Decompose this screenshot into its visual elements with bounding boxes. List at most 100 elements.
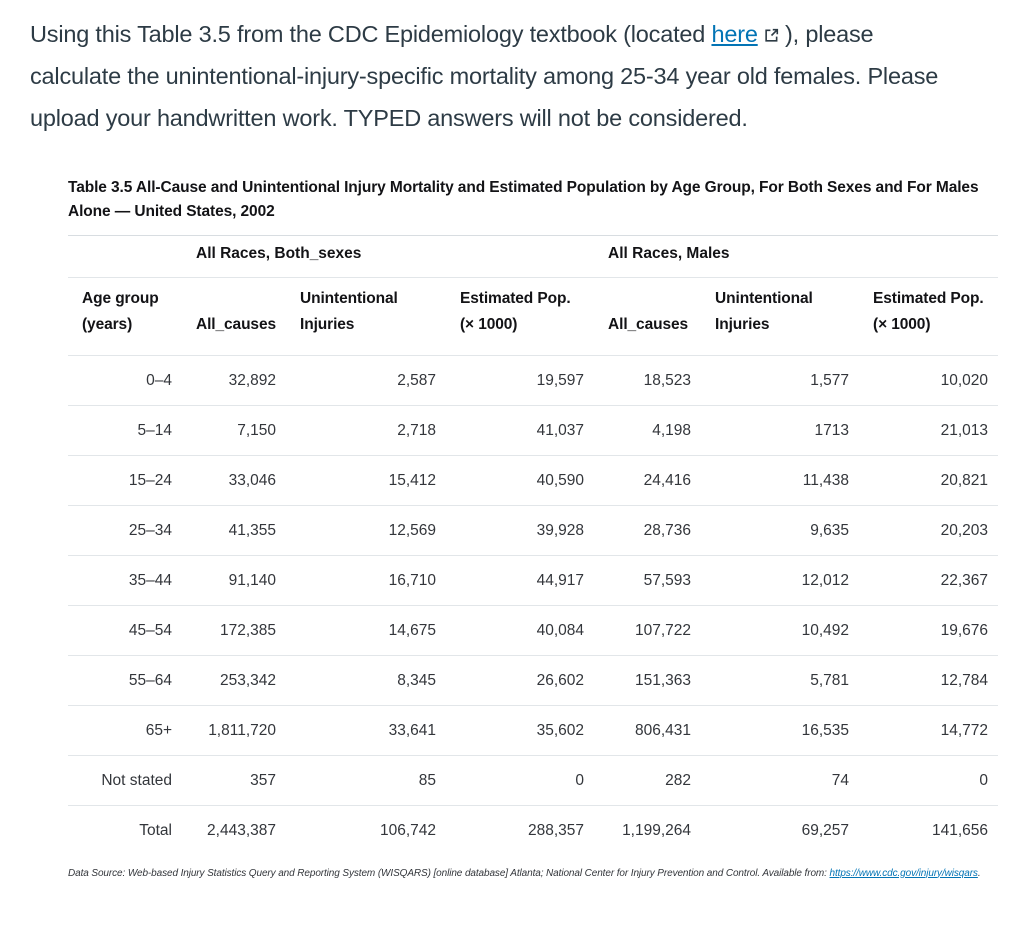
table-row-55-64: 55–64 253,342 8,345 26,602 151,363 5,781…	[68, 655, 999, 706]
cell-pop-both: 39,928	[446, 505, 595, 556]
textbook-link-label[interactable]: here	[711, 21, 758, 47]
table-row-65plus: 65+ 1,811,720 33,641 35,602 806,431 16,5…	[68, 705, 999, 756]
cell-unintentional-both: 16,710	[286, 555, 446, 606]
cell-unintentional-males: 9,635	[701, 505, 860, 556]
cell-age: 55–64	[68, 655, 182, 706]
group-header-both-sexes: All Races, Both_sexes	[182, 236, 595, 278]
cell-pop-both: 19,597	[446, 355, 595, 406]
cell-all-causes-both: 7,150	[182, 405, 286, 456]
col-header-pop-both: Estimated Pop. (× 1000)	[446, 277, 595, 356]
cell-age: 5–14	[68, 405, 182, 456]
cell-pop-males: 141,656	[932, 821, 989, 839]
table-row-35-44: 35–44 91,140 16,710 44,917 57,593 12,012…	[68, 555, 999, 606]
cell-age: 25–34	[68, 505, 182, 556]
cell-pop-both: 44,917	[446, 555, 595, 606]
cell-all-causes-both: 357	[182, 755, 286, 806]
cell-pop-both: 40,084	[446, 605, 595, 656]
table-title: Table 3.5 All-Cause and Unintentional In…	[68, 176, 998, 236]
cell-pop-males: 10,020	[859, 355, 999, 406]
question-suffix: ), please calculate the unintentional-in…	[30, 21, 939, 131]
cell-pop-males: 20,203	[859, 505, 999, 556]
cell-all-causes-males: 151,363	[594, 655, 702, 706]
cell-all-causes-both: 1,811,720	[182, 705, 286, 756]
group-header-row: All Races, Both_sexes All Races, Males	[68, 236, 999, 278]
column-header-row: Age group (years) All_causes Unintention…	[68, 277, 999, 356]
cell-pop-both: 26,602	[446, 655, 595, 706]
cell-unintentional-both: 2,587	[286, 355, 446, 406]
cell-unintentional-males: 1,577	[701, 355, 860, 406]
cell-unintentional-both: 106,742	[379, 821, 436, 839]
group-header-spacer	[68, 236, 182, 278]
cell-unintentional-males: 16,535	[701, 705, 860, 756]
cell-age: 15–24	[68, 455, 182, 506]
cell-pop-males: 20,821	[859, 455, 999, 506]
cell-unintentional-males: 10,492	[701, 605, 860, 656]
cell-unintentional-males: 12,012	[701, 555, 860, 606]
cell-all-causes-both: 91,140	[182, 555, 286, 606]
cell-all-causes-both: 172,385	[182, 605, 286, 656]
cell-pop-both: 40,590	[446, 455, 595, 506]
cell-pop-males: 21,013	[859, 405, 999, 456]
cell-unintentional-both: 15,412	[286, 455, 446, 506]
cell-age: Total	[139, 821, 172, 839]
cell-all-causes-males: 282	[594, 755, 702, 806]
data-source-period: .	[977, 867, 981, 879]
cell-all-causes-both: 33,046	[182, 455, 286, 506]
cell-pop-males: 0	[859, 755, 999, 806]
cell-age: Not stated	[68, 755, 182, 806]
cell-unintentional-both: 2,718	[286, 405, 446, 456]
table-row-not-stated: Not stated 357 85 0 282 74 0	[68, 755, 999, 806]
cell-unintentional-both: 8,345	[286, 655, 446, 706]
cell-unintentional-males: 1713	[701, 405, 860, 456]
cell-pop-males: 14,772	[859, 705, 999, 756]
data-source-note: Data Source: Web-based Injury Statistics…	[68, 868, 998, 879]
cell-pop-both: 0	[446, 755, 595, 806]
col-header-all-causes-males: All_causes	[594, 277, 702, 356]
cell-all-causes-males: 806,431	[594, 705, 702, 756]
col-header-unintentional-males: Unintentional Injuries	[701, 277, 860, 356]
cell-age: 0–4	[68, 355, 182, 406]
table-row-5-14: 5–14 7,150 2,718 41,037 4,198 1713 21,01…	[68, 405, 999, 456]
textbook-link[interactable]: here	[711, 21, 778, 47]
col-header-pop-males: Estimated Pop. (× 1000)	[859, 277, 999, 356]
cell-all-causes-males: 57,593	[594, 555, 702, 606]
cell-pop-males: 22,367	[859, 555, 999, 606]
cell-all-causes-both: 253,342	[182, 655, 286, 706]
external-link-icon[interactable]	[764, 28, 779, 43]
cell-age: 45–54	[68, 605, 182, 656]
col-header-age-group: Age group (years)	[68, 277, 182, 356]
cell-age: 35–44	[68, 555, 182, 606]
cell-unintentional-both: 85	[286, 755, 446, 806]
cell-pop-males: 12,784	[859, 655, 999, 706]
cell-all-causes-males: 1,199,264	[622, 821, 692, 839]
mortality-table: All Races, Both_sexes All Races, Males A…	[68, 236, 999, 856]
cell-unintentional-males: 11,438	[701, 455, 860, 506]
table-row-45-54: 45–54 172,385 14,675 40,084 107,722 10,4…	[68, 605, 999, 656]
cell-all-causes-males: 24,416	[594, 455, 702, 506]
cell-pop-both: 288,357	[528, 821, 585, 839]
cell-all-causes-males: 4,198	[594, 405, 702, 456]
cell-unintentional-males: 74	[701, 755, 860, 806]
cell-all-causes-males: 18,523	[594, 355, 702, 406]
cell-unintentional-males: 69,257	[801, 821, 850, 839]
cell-pop-males: 19,676	[859, 605, 999, 656]
cell-all-causes-both: 41,355	[182, 505, 286, 556]
table-row-0-4: 0–4 32,892 2,587 19,597 18,523 1,577 10,…	[68, 355, 999, 406]
cell-unintentional-both: 14,675	[286, 605, 446, 656]
data-source-link[interactable]: https://www.cdc.gov/injury/wisqars	[829, 867, 978, 879]
cell-all-causes-both: 2,443,387	[207, 821, 276, 839]
cell-unintentional-males: 5,781	[701, 655, 860, 706]
cell-all-causes-both: 32,892	[182, 355, 286, 406]
table-row-total: Total 2,443,387 106,742 288,357 1,199,26…	[68, 806, 998, 856]
question-text: Using this Table 3.5 from the CDC Epidem…	[30, 13, 952, 139]
cell-pop-both: 35,602	[446, 705, 595, 756]
cell-age: 65+	[68, 705, 182, 756]
question-prefix: Using this Table 3.5 from the CDC Epidem…	[30, 21, 712, 47]
group-header-males: All Races, Males	[594, 236, 999, 278]
cell-pop-both: 41,037	[446, 405, 595, 456]
data-source-text: Data Source: Web-based Injury Statistics…	[68, 867, 830, 879]
mortality-table-section: Table 3.5 All-Cause and Unintentional In…	[68, 176, 999, 879]
cell-unintentional-both: 12,569	[286, 505, 446, 556]
table-row-15-24: 15–24 33,046 15,412 40,590 24,416 11,438…	[68, 455, 999, 506]
col-header-all-causes-both: All_causes	[182, 277, 286, 356]
